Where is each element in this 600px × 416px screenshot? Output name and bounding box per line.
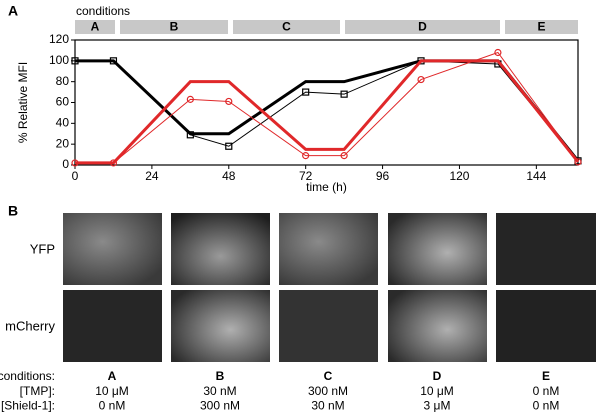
condition-bar <box>120 20 228 34</box>
y-tick-label: 100 <box>49 53 69 67</box>
image <box>171 290 270 362</box>
image <box>279 290 378 362</box>
row-label: mCherry <box>5 318 55 333</box>
image <box>279 213 378 285</box>
condition-bar <box>233 20 340 34</box>
table-row-label: [TMP]: <box>20 384 55 398</box>
table-cell: 0 nM <box>533 384 560 398</box>
marker <box>302 88 310 96</box>
x-tick-label: 24 <box>145 169 159 183</box>
x-tick-label: 96 <box>376 169 390 183</box>
image <box>388 290 487 362</box>
panel-label: A <box>8 3 18 19</box>
series-line <box>75 51 579 164</box>
condition-bar <box>75 20 115 34</box>
table-cell: 10 μM <box>95 384 129 398</box>
y-tick-label: 80 <box>56 74 70 88</box>
panel-label: B <box>8 203 18 219</box>
condition-label: A <box>91 20 100 34</box>
condition-bar <box>345 20 500 34</box>
table-header: conditions: <box>0 369 55 383</box>
y-axis-label: % Relative MFI <box>16 62 30 143</box>
marker <box>71 57 79 65</box>
table-cell: 0 nM <box>99 399 126 413</box>
image <box>388 213 487 285</box>
marker <box>340 90 348 98</box>
table-cell: 0 nM <box>533 399 560 413</box>
condition-label: C <box>282 20 291 34</box>
series-line <box>75 60 579 162</box>
marker <box>574 158 582 166</box>
x-tick-label: 144 <box>526 169 546 183</box>
table-cell: 3 μM <box>424 399 451 413</box>
table-cell: 30 nM <box>311 399 344 413</box>
condition-label: E <box>537 20 545 34</box>
condition-bar <box>505 20 578 34</box>
condition-label: D <box>418 20 427 34</box>
table-column: C <box>324 369 333 383</box>
marker <box>225 142 233 150</box>
y-tick-label: 60 <box>56 95 70 109</box>
micrographs <box>63 213 596 362</box>
table-column: A <box>108 369 117 383</box>
marker <box>225 97 233 106</box>
condition-label: B <box>170 20 179 34</box>
marker <box>186 131 194 139</box>
x-tick-label: 0 <box>72 169 79 183</box>
marker <box>109 159 118 167</box>
marker <box>302 152 310 160</box>
series-line <box>75 59 580 165</box>
table-column: E <box>542 369 550 383</box>
y-tick-label: 0 <box>62 157 69 171</box>
table-cell: 300 nM <box>308 384 348 398</box>
table-column: D <box>433 369 442 383</box>
row-label: YFP <box>30 241 55 256</box>
table-column: B <box>216 369 225 383</box>
x-axis-label: time (h) <box>306 180 347 194</box>
image <box>63 290 162 362</box>
image <box>496 290 596 362</box>
conditions-title: conditions <box>76 4 130 18</box>
marker <box>417 75 425 84</box>
x-tick-label: 48 <box>222 169 236 183</box>
y-tick-label: 120 <box>49 32 69 46</box>
image <box>63 213 162 285</box>
table-row-label: [Shield-1]: <box>1 399 55 413</box>
image <box>171 213 270 285</box>
image <box>496 213 596 285</box>
x-tick-label: 72 <box>299 169 313 183</box>
table-cell: 10 μM <box>420 384 454 398</box>
x-tick-label: 120 <box>449 169 469 183</box>
marker <box>71 159 79 167</box>
series-line <box>75 59 580 162</box>
marker <box>109 57 118 65</box>
table-cell: 300 nM <box>200 399 240 413</box>
marker <box>494 48 502 57</box>
marker <box>340 152 348 160</box>
table-cell: 30 nM <box>203 384 236 398</box>
marker <box>186 95 194 103</box>
y-tick-label: 40 <box>56 116 70 130</box>
y-tick-label: 20 <box>56 136 70 150</box>
